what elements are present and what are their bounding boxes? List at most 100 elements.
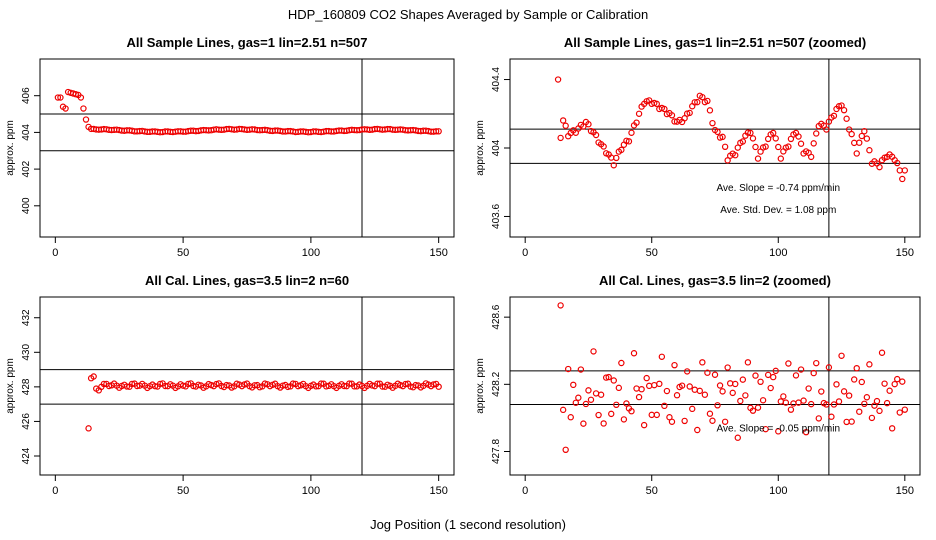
data-point bbox=[805, 385, 812, 392]
data-point bbox=[749, 135, 757, 142]
data-point bbox=[374, 380, 381, 387]
y-tick-label: 428.6 bbox=[491, 304, 502, 329]
data-point bbox=[100, 380, 108, 388]
data-point bbox=[894, 159, 901, 167]
data-point bbox=[656, 380, 663, 388]
data-point bbox=[625, 138, 633, 145]
data-point bbox=[618, 146, 625, 154]
data-point bbox=[752, 372, 759, 379]
data-point bbox=[792, 372, 800, 379]
data-point bbox=[734, 144, 741, 151]
data-point bbox=[643, 374, 650, 382]
data-point bbox=[618, 359, 625, 367]
annotation: Ave. Std. Dev. = 1.08 ppm bbox=[720, 205, 836, 216]
data-point bbox=[843, 115, 850, 122]
data-point bbox=[790, 400, 797, 407]
plot-frame bbox=[39, 296, 455, 476]
data-point bbox=[608, 410, 615, 418]
data-point bbox=[896, 409, 903, 416]
data-point bbox=[734, 434, 741, 441]
data-point bbox=[888, 425, 896, 432]
data-point bbox=[610, 377, 617, 384]
data-point bbox=[856, 139, 863, 146]
data-point bbox=[815, 415, 822, 422]
data-point bbox=[828, 413, 835, 420]
data-point bbox=[595, 411, 602, 419]
data-point bbox=[894, 375, 901, 383]
data-point bbox=[658, 353, 666, 360]
data-point bbox=[845, 126, 853, 133]
data-point bbox=[833, 381, 840, 388]
data-point bbox=[77, 94, 85, 101]
data-point bbox=[823, 401, 830, 408]
data-point bbox=[628, 129, 635, 136]
y-tick-label: 430 bbox=[21, 344, 32, 361]
data-point bbox=[881, 380, 888, 387]
data-point bbox=[782, 399, 790, 406]
data-point bbox=[896, 167, 903, 174]
data-point bbox=[868, 414, 876, 422]
data-point bbox=[587, 396, 595, 403]
data-point bbox=[807, 400, 815, 408]
data-point bbox=[633, 119, 640, 126]
data-point bbox=[810, 140, 817, 147]
data-point bbox=[151, 382, 159, 390]
data-point bbox=[80, 105, 87, 112]
data-point bbox=[800, 397, 807, 404]
data-point bbox=[823, 126, 830, 133]
x-tick-label: 150 bbox=[429, 485, 447, 497]
data-point bbox=[585, 387, 592, 394]
data-point bbox=[577, 366, 585, 373]
data-point bbox=[635, 393, 643, 401]
panel-title: All Cal. Lines, gas=3.5 lin=2 (zoomed) bbox=[599, 273, 831, 288]
data-point bbox=[638, 385, 645, 393]
data-point bbox=[787, 406, 795, 413]
data-point bbox=[284, 383, 292, 391]
y-tick-label: 432 bbox=[21, 309, 32, 326]
data-point bbox=[762, 425, 769, 433]
data-point bbox=[853, 150, 860, 157]
data-point bbox=[711, 371, 719, 378]
y-tick-label: 404.4 bbox=[491, 67, 502, 92]
data-point bbox=[752, 143, 759, 151]
data-point bbox=[323, 383, 330, 390]
y-axis-label: approx. ppm bbox=[5, 358, 16, 414]
data-point bbox=[605, 373, 612, 381]
data-point bbox=[845, 392, 853, 399]
data-point bbox=[681, 115, 688, 122]
data-point bbox=[853, 365, 860, 372]
data-point bbox=[435, 128, 442, 135]
x-tick-label: 150 bbox=[896, 247, 914, 259]
data-point bbox=[886, 387, 893, 394]
data-point bbox=[85, 425, 92, 432]
data-point bbox=[620, 416, 628, 423]
data-point bbox=[876, 163, 883, 171]
panel-title: All Sample Lines, gas=1 lin=2.51 n=507 (… bbox=[564, 35, 866, 50]
data-point bbox=[737, 397, 744, 405]
data-point bbox=[668, 112, 676, 119]
data-point bbox=[754, 155, 762, 162]
data-point bbox=[830, 401, 838, 408]
data-point bbox=[810, 369, 817, 377]
data-point bbox=[661, 105, 668, 113]
data-point bbox=[317, 380, 325, 387]
data-point bbox=[673, 392, 681, 399]
plot-frame bbox=[39, 58, 455, 238]
data-point bbox=[633, 385, 640, 392]
data-point bbox=[843, 418, 850, 426]
data-point bbox=[840, 388, 848, 395]
panel-3: All Cal. Lines, gas=3.5 lin=2 n=60 0 50 100… bbox=[5, 273, 455, 497]
data-point bbox=[653, 411, 660, 419]
data-point bbox=[873, 397, 881, 405]
data-point bbox=[602, 374, 610, 381]
data-point bbox=[714, 128, 721, 136]
data-point bbox=[716, 382, 724, 389]
data-point bbox=[683, 368, 691, 375]
data-point bbox=[739, 138, 747, 145]
data-point bbox=[818, 388, 825, 395]
data-point bbox=[775, 143, 782, 151]
data-point bbox=[719, 133, 726, 141]
data-point bbox=[590, 348, 597, 355]
data-point bbox=[744, 359, 752, 366]
data-point bbox=[699, 93, 706, 101]
